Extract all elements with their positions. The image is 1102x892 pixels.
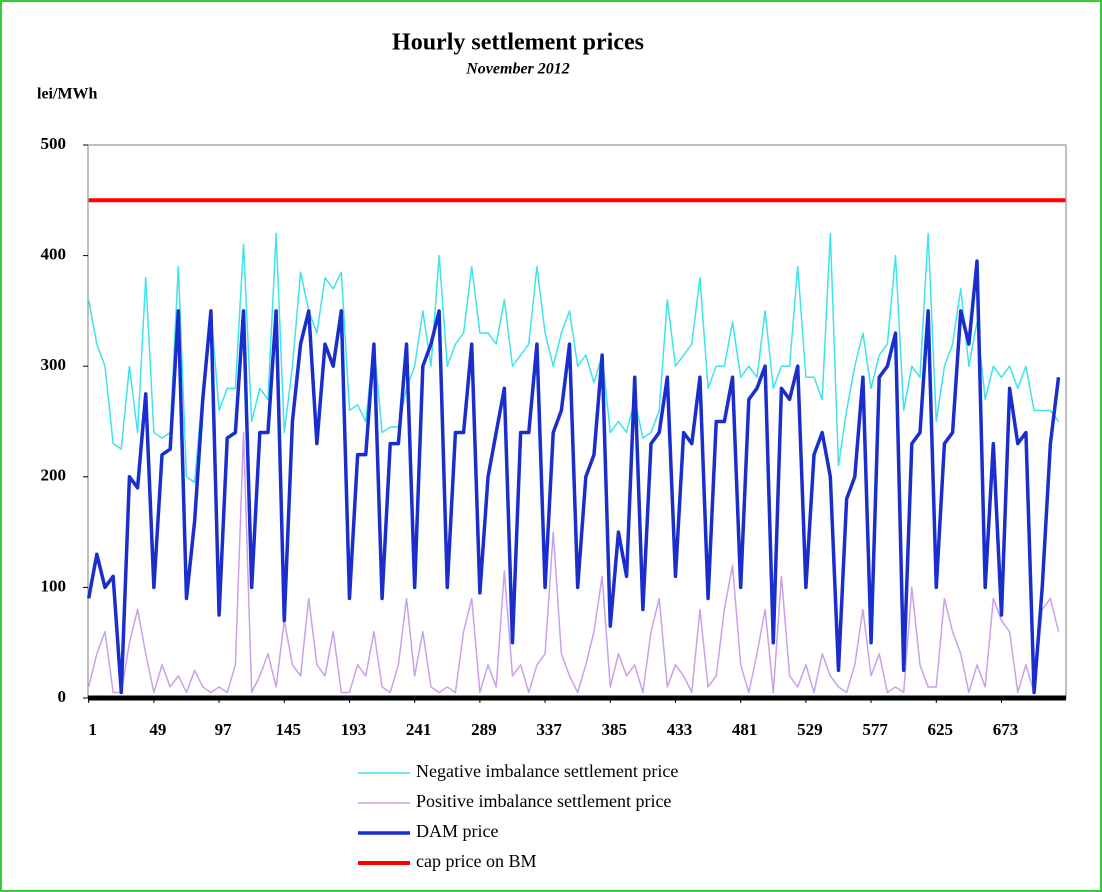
series-line	[87, 431, 1060, 694]
x-tick-label: 481	[732, 720, 758, 739]
legend-label: DAM price	[416, 821, 498, 841]
chart-title: Hourly settlement prices	[392, 30, 644, 56]
y-tick-label: 200	[41, 466, 67, 485]
x-tick-label: 97	[215, 720, 233, 739]
x-tick-label: 577	[862, 720, 888, 739]
legend-label: cap price on BM	[416, 851, 536, 871]
legend-label: Negative imbalance settlement price	[416, 761, 678, 781]
x-tick-label: 385	[602, 720, 628, 739]
x-tick-label: 193	[341, 720, 367, 739]
y-tick-label: 0	[58, 687, 67, 706]
y-axis-label: lei/MWh	[37, 86, 98, 103]
x-tick-label: 529	[797, 720, 823, 739]
x-tick-label: 433	[667, 720, 693, 739]
x-tick-label: 289	[471, 720, 497, 739]
y-tick-label: 400	[41, 245, 67, 264]
x-tick-label: 49	[149, 720, 166, 739]
y-tick-label: 300	[41, 355, 67, 374]
legend-label: Positive imbalance settlement price	[416, 791, 671, 811]
x-tick-label: 1	[88, 720, 97, 739]
series-line	[87, 232, 1060, 484]
x-tick-label: 337	[536, 720, 562, 739]
x-tick-label: 241	[406, 720, 432, 739]
x-tick-label: 625	[928, 720, 954, 739]
y-tick-label: 100	[41, 576, 67, 595]
chart-subtitle: November 2012	[465, 61, 570, 78]
y-tick-label: 500	[41, 134, 67, 153]
x-tick-label: 145	[276, 720, 302, 739]
x-tick-label: 673	[993, 720, 1019, 739]
series-line	[86, 259, 1061, 695]
